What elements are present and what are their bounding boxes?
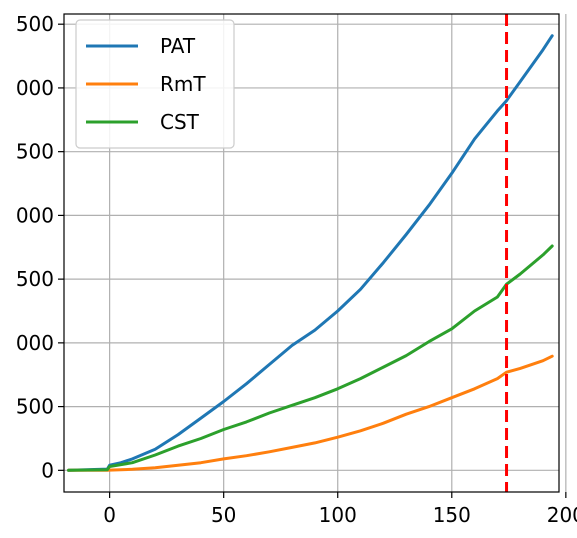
y-tick-label: 000 <box>16 76 54 100</box>
y-tick-label: 500 <box>16 12 54 36</box>
legend-label-cst: CST <box>160 110 200 134</box>
series-line-pat <box>67 34 554 472</box>
x-tick-label: 50 <box>211 503 236 527</box>
series-line-rmt <box>67 354 554 472</box>
axis-ticks: 0 50 100 150 200 0 500 000 500 000 500 000 500 <box>16 12 577 527</box>
x-tick-label: 150 <box>433 503 471 527</box>
series-line-cst <box>67 244 554 472</box>
y-tick-label: 000 <box>16 203 54 227</box>
legend-label-rmt: RmT <box>160 72 206 96</box>
x-tick-label: 200 <box>547 503 577 527</box>
series-lines <box>67 34 554 472</box>
y-tick-label: 500 <box>16 395 54 419</box>
legend-box <box>75 19 235 149</box>
y-tick-label: 000 <box>16 331 54 355</box>
x-tick-label: 100 <box>319 503 357 527</box>
legend-label-pat: PAT <box>160 34 196 58</box>
y-tick-label: 0 <box>41 458 54 482</box>
y-tick-label: 500 <box>16 267 54 291</box>
legend: PAT RmT CST <box>75 19 235 149</box>
x-tick-label: 0 <box>103 503 116 527</box>
grid-lines <box>64 14 567 492</box>
plot-frame <box>63 13 560 493</box>
y-tick-label: 500 <box>16 140 54 164</box>
